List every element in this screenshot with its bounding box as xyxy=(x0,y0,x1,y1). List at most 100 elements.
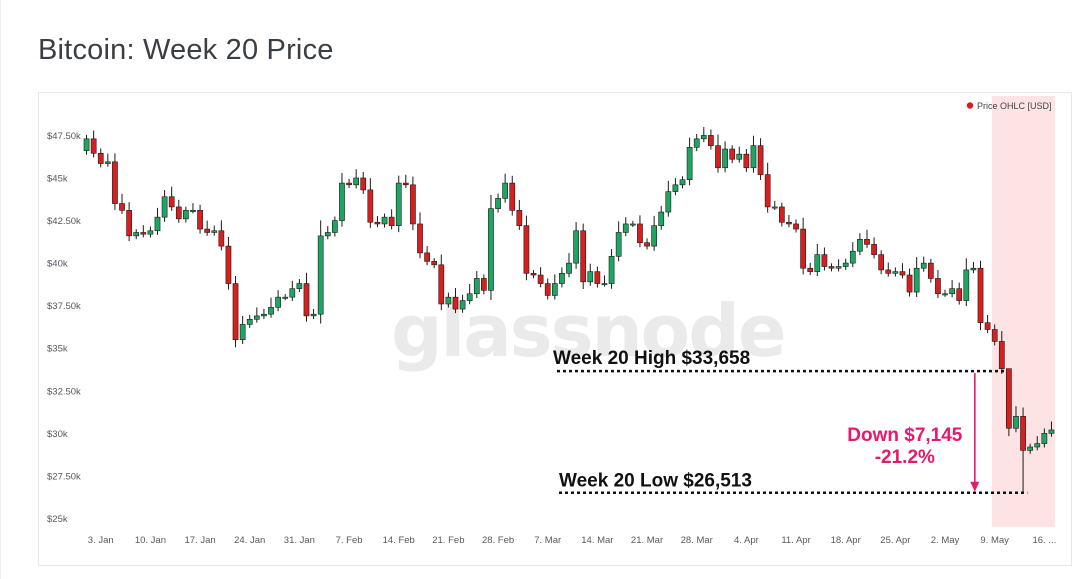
y-tick-label: $32.50k xyxy=(47,386,81,397)
candle xyxy=(381,213,388,228)
legend-dot-icon xyxy=(966,102,974,109)
candle xyxy=(204,220,211,236)
candle-body xyxy=(516,210,523,226)
candle xyxy=(793,219,799,233)
candle-body xyxy=(807,267,814,272)
candle-body xyxy=(1020,416,1026,451)
candle-body xyxy=(778,206,785,223)
candle xyxy=(984,315,991,334)
x-tick-label: 28. Feb xyxy=(482,535,514,546)
candle xyxy=(523,215,530,281)
candle xyxy=(949,280,955,298)
candle-body xyxy=(629,223,636,226)
candle xyxy=(544,278,551,300)
candle-body xyxy=(672,184,679,192)
candle xyxy=(622,217,629,237)
candle xyxy=(828,263,835,272)
candle-body xyxy=(998,341,1005,369)
candle-body xyxy=(715,145,721,169)
candle xyxy=(771,200,778,210)
candle xyxy=(289,280,296,301)
candle xyxy=(1034,436,1041,451)
candle-body xyxy=(594,271,601,284)
candle-body xyxy=(402,182,409,186)
candle-body xyxy=(942,293,948,296)
x-tick-label: 18. Apr xyxy=(831,535,861,546)
candle-body xyxy=(771,206,778,209)
candle-body xyxy=(204,228,211,233)
y-tick-label: $42.50k xyxy=(47,216,81,227)
candle xyxy=(183,206,189,223)
candle-body xyxy=(1027,446,1034,451)
candle xyxy=(395,175,402,233)
candle xyxy=(1041,428,1048,448)
candle xyxy=(104,153,111,167)
drop-percent-label: -21.2% xyxy=(875,447,935,468)
candle-body xyxy=(722,148,728,169)
candle-body xyxy=(700,135,707,140)
candle-body xyxy=(587,271,594,283)
candle xyxy=(686,137,693,186)
candle-body xyxy=(523,225,530,274)
candle-body xyxy=(935,278,941,295)
candle xyxy=(920,256,927,272)
candle xyxy=(991,324,998,346)
x-tick-label: 21. Mar xyxy=(631,535,663,546)
candle xyxy=(665,180,672,217)
y-tick-label: $45k xyxy=(47,173,68,184)
legend[interactable]: Price OHLC [USD] xyxy=(966,101,1052,111)
candle-body xyxy=(253,315,260,320)
candle xyxy=(488,194,494,300)
candle-body xyxy=(296,283,303,289)
candle-body xyxy=(509,182,516,211)
candle-body xyxy=(90,138,97,154)
candle-body xyxy=(360,177,367,191)
candle-body xyxy=(913,267,920,293)
candle-body xyxy=(580,230,587,283)
candle-body xyxy=(346,182,352,186)
candle xyxy=(154,207,161,235)
candle-body xyxy=(956,288,963,301)
candle-body xyxy=(793,223,799,230)
candle-body xyxy=(892,271,899,274)
candle xyxy=(1020,407,1026,493)
page-title: Bitcoin: Week 20 Price xyxy=(38,34,334,66)
candle xyxy=(246,314,253,328)
candle xyxy=(431,258,438,269)
candle xyxy=(878,250,885,275)
candle-body xyxy=(112,161,118,204)
candle xyxy=(927,258,934,283)
candle-body xyxy=(388,216,395,226)
candle xyxy=(778,202,785,227)
candle xyxy=(324,226,331,240)
candle-body xyxy=(168,196,175,208)
candle-body xyxy=(970,267,977,271)
candle-body xyxy=(537,274,544,284)
candle-body xyxy=(637,223,643,243)
x-tick-label: 24. Jan xyxy=(234,535,265,546)
candle-body xyxy=(665,191,672,213)
candle-body xyxy=(658,211,665,226)
candle xyxy=(601,275,608,287)
y-tick-label: $30k xyxy=(47,429,68,440)
candle-body xyxy=(1013,416,1019,429)
candle xyxy=(871,237,877,259)
candle xyxy=(857,233,863,256)
candle-body xyxy=(481,278,487,291)
x-tick-label: 25. Apr xyxy=(880,535,910,546)
candle-body xyxy=(750,145,757,169)
candle xyxy=(566,253,572,278)
candle xyxy=(743,148,750,172)
candle xyxy=(133,229,140,240)
candle-body xyxy=(991,329,998,342)
x-tick-label: 11. Apr xyxy=(781,535,810,546)
candle xyxy=(637,215,643,248)
price-chart[interactable]: $25k $27.50k $30k $32.50k $35k $37.50k $40k $42… xyxy=(39,93,1073,567)
candle xyxy=(346,178,352,189)
y-tick-label: $47.50k xyxy=(47,131,81,142)
candle xyxy=(239,316,246,345)
candle-body xyxy=(878,254,885,271)
x-tick-label: 31. Jan xyxy=(284,535,315,546)
candle xyxy=(424,246,430,266)
x-tick-label: 4. Apr xyxy=(734,535,759,546)
